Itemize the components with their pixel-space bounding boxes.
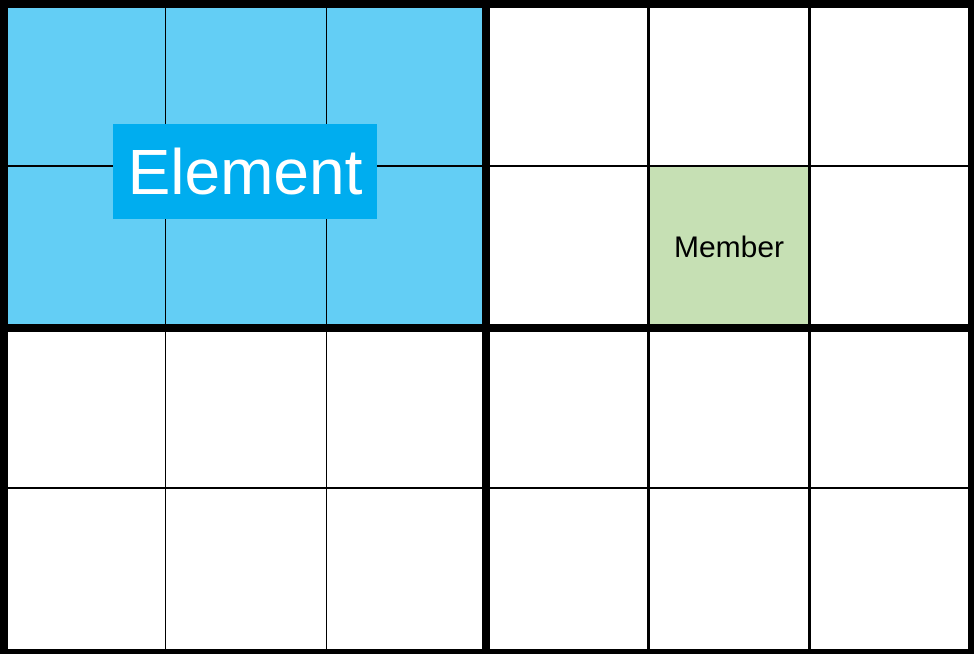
grid-cell (8, 332, 165, 487)
element-label: Element (113, 124, 377, 219)
grid-cell (650, 167, 808, 324)
grid-cell (490, 8, 647, 165)
grid-cell (811, 167, 968, 324)
grid-cell (327, 332, 482, 487)
grid-cell (490, 489, 647, 649)
grid-cell (166, 332, 326, 487)
grid-cell (490, 167, 647, 324)
grid-cell (8, 489, 165, 649)
grid-cell (650, 332, 808, 487)
member-label: Member (673, 231, 785, 264)
grid-cell (811, 332, 968, 487)
grid-cell (650, 489, 808, 649)
grid-cell (166, 489, 326, 649)
grid-cell (490, 332, 647, 487)
grid-cell (327, 489, 482, 649)
grid-cell (811, 489, 968, 649)
grid-cell (811, 8, 968, 165)
grid-cell (650, 8, 808, 165)
